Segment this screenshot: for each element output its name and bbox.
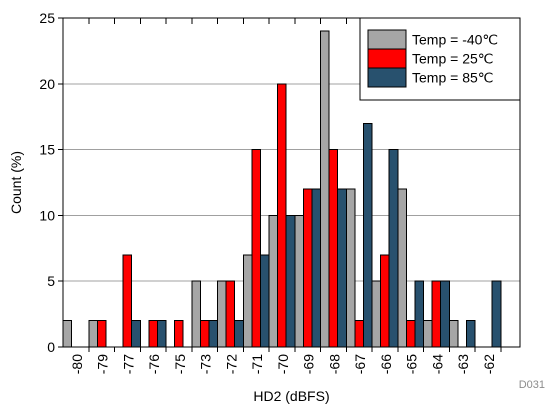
- bar-series1-bin13: [371, 280, 382, 348]
- x-tick-label-17: -62: [481, 354, 497, 374]
- bar-series1-bin11: [320, 30, 330, 348]
- x-axis-label: HD2 (dBFS): [253, 388, 329, 404]
- bar-series3-bin16: [465, 320, 476, 348]
- y-tick-labels: 0 5 10 15 20 25: [39, 10, 55, 355]
- y-tick-label-1: 0: [47, 339, 55, 355]
- bar-series1-bin7: [217, 280, 227, 348]
- bar-series2-bin15: [431, 280, 442, 348]
- bar-series2-bin9: [277, 83, 287, 348]
- bar-series3-bin3: [131, 320, 141, 348]
- bar-series3-bin8: [259, 254, 270, 348]
- x-tick-label-6: -73: [198, 354, 214, 374]
- bars: [62, 30, 502, 348]
- x-tick-label-2: -79: [95, 354, 111, 374]
- bar-series3-bin15: [440, 280, 450, 348]
- x-tick-label-16: -63: [455, 354, 471, 374]
- bar-series1-bin15: [423, 320, 433, 348]
- bar-series1-bin9: [268, 214, 279, 348]
- bar-series2-bin5: [174, 320, 184, 348]
- bar-series3-bin7: [234, 320, 244, 348]
- bar-series1-bin1: [62, 320, 73, 348]
- bar-series1-bin8: [242, 254, 253, 348]
- bar-series3-bin6: [208, 320, 219, 348]
- x-tick-label-10: -69: [301, 354, 317, 374]
- bar-series2-bin8: [251, 149, 261, 348]
- bar-series2-bin2: [96, 320, 107, 348]
- x-tick-label-11: -68: [326, 354, 342, 374]
- y-axis-label: Count (%): [8, 151, 24, 214]
- bar-series3-bin14: [414, 280, 424, 348]
- bar-series1-bin16: [448, 320, 459, 348]
- x-tick-label-9: -70: [275, 354, 291, 374]
- bar-series2-bin12: [354, 320, 364, 348]
- legend-swatch-2: [367, 48, 407, 69]
- bar-series3-bin9: [285, 214, 296, 348]
- x-tick-label-3: -77: [120, 354, 136, 374]
- legend-swatch-1: [367, 29, 407, 50]
- bar-series3-bin17: [491, 280, 502, 348]
- bar-series3-bin10: [311, 188, 321, 348]
- x-tick-labels: -80 -79 -77 -76 -75 -73 -72 -71 -70 -69 -68 -67 -66-…: [69, 354, 497, 374]
- legend-label-2: Temp = 25℃: [412, 51, 493, 67]
- bar-series2-bin3: [122, 254, 133, 348]
- y-tick-label-2: 5: [47, 273, 55, 289]
- bar-series2-bin6: [199, 320, 210, 348]
- legend-label-1: Temp = -40℃: [412, 32, 498, 48]
- legend: Temp = -40℃ Temp = 25℃ Temp = 85℃: [359, 17, 521, 101]
- x-tick-label-4: -76: [146, 354, 162, 374]
- x-tick-label-15: -64: [429, 354, 445, 374]
- x-tick-label-7: -72: [223, 354, 239, 374]
- x-tick-label-13: -66: [378, 354, 394, 374]
- y-tick-label-3: 10: [39, 207, 55, 223]
- bar-series3-bin11: [337, 188, 347, 348]
- bar-series1-bin2: [88, 320, 98, 348]
- figure-id: D031: [519, 379, 545, 391]
- bar-series2-bin14: [405, 320, 416, 348]
- bar-series2-bin11: [328, 149, 339, 348]
- bar-series1-bin12: [345, 188, 356, 348]
- x-tick-label-1: -80: [69, 354, 85, 374]
- y-tick-label-6: 25: [39, 10, 55, 26]
- plot-area-frame: [62, 17, 521, 348]
- bar-series3-bin13: [388, 149, 399, 348]
- x-tick-label-8: -71: [249, 354, 265, 374]
- bar-series2-bin4: [148, 320, 158, 348]
- x-tick-label-5: -75: [172, 354, 188, 374]
- bar-series2-bin10: [302, 188, 313, 348]
- bar-series1-bin10: [294, 214, 304, 348]
- y-tick-label-5: 20: [39, 76, 55, 92]
- legend-swatch-3: [367, 67, 407, 88]
- bar-series1-bin14: [397, 188, 407, 348]
- bar-series3-bin12: [362, 122, 373, 348]
- bar-series2-bin13: [380, 254, 390, 348]
- y-tick-label-4: 15: [39, 142, 55, 158]
- bar-series1-bin6: [191, 280, 201, 348]
- x-tick-label-12: -67: [352, 354, 368, 374]
- bar-series3-bin4: [156, 320, 167, 348]
- bar-series2-bin7: [225, 280, 236, 348]
- x-tick-label-14: -65: [404, 354, 420, 374]
- legend-label-3: Temp = 85℃: [412, 70, 493, 86]
